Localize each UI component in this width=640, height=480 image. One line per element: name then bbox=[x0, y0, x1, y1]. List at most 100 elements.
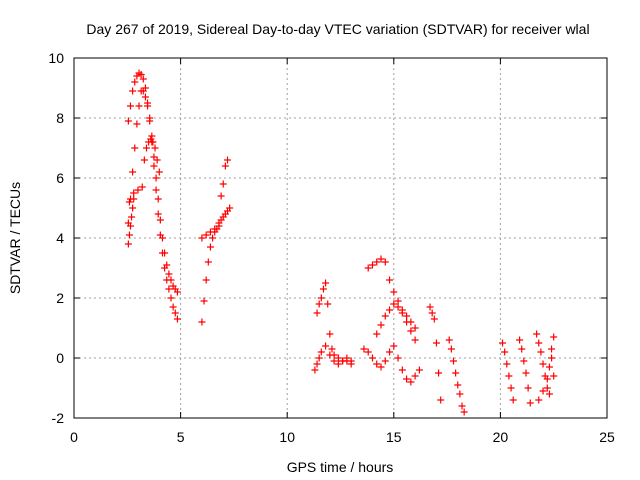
data-point bbox=[202, 276, 210, 284]
data-point bbox=[165, 285, 173, 293]
data-point bbox=[539, 387, 547, 395]
data-point bbox=[415, 366, 423, 374]
data-point bbox=[134, 186, 142, 194]
data-point bbox=[156, 216, 164, 224]
data-point bbox=[522, 369, 530, 377]
data-point bbox=[398, 309, 406, 317]
data-point bbox=[550, 333, 558, 341]
data-point bbox=[139, 75, 147, 83]
data-point bbox=[432, 339, 440, 347]
data-point bbox=[129, 204, 137, 212]
y-tick-label: 4 bbox=[56, 230, 64, 246]
data-point bbox=[505, 372, 513, 380]
data-point bbox=[403, 375, 411, 383]
data-point bbox=[167, 276, 175, 284]
data-point bbox=[124, 117, 132, 125]
y-tick-label: 8 bbox=[56, 110, 64, 126]
data-point bbox=[403, 318, 411, 326]
data-point bbox=[373, 330, 381, 338]
data-point bbox=[394, 303, 402, 311]
data-point bbox=[411, 372, 419, 380]
data-point bbox=[545, 390, 553, 398]
x-tick-label: 20 bbox=[493, 429, 509, 445]
data-point bbox=[133, 120, 141, 128]
data-point bbox=[144, 102, 152, 110]
data-point bbox=[152, 186, 160, 194]
data-point bbox=[343, 354, 351, 362]
data-point bbox=[173, 288, 181, 296]
data-point bbox=[152, 174, 160, 182]
data-point bbox=[390, 300, 398, 308]
data-point bbox=[394, 297, 402, 305]
data-point bbox=[334, 354, 342, 362]
data-point bbox=[394, 354, 402, 362]
x-tick-label: 0 bbox=[70, 429, 78, 445]
data-point bbox=[137, 71, 145, 78]
data-point bbox=[368, 354, 376, 362]
data-point bbox=[339, 357, 347, 365]
data-point bbox=[131, 78, 139, 86]
data-point bbox=[198, 234, 206, 242]
data-point bbox=[526, 399, 534, 407]
data-point bbox=[221, 162, 229, 170]
data-point bbox=[135, 102, 143, 110]
data-point bbox=[518, 345, 526, 353]
data-point bbox=[548, 354, 556, 362]
data-point bbox=[454, 381, 462, 389]
data-point bbox=[535, 396, 543, 404]
data-point bbox=[435, 369, 443, 377]
data-point bbox=[217, 192, 225, 200]
data-point bbox=[430, 315, 438, 323]
data-point bbox=[411, 324, 419, 332]
data-point bbox=[403, 312, 411, 320]
data-point bbox=[130, 189, 138, 197]
data-point bbox=[543, 375, 551, 383]
data-points bbox=[124, 69, 558, 416]
x-axis-label: GPS time / hours bbox=[287, 459, 394, 475]
data-point bbox=[322, 342, 330, 350]
data-point bbox=[171, 309, 179, 317]
data-point bbox=[224, 156, 232, 164]
data-point bbox=[202, 231, 210, 239]
data-point bbox=[167, 294, 175, 302]
data-point bbox=[317, 348, 325, 356]
data-point bbox=[390, 288, 398, 296]
data-point bbox=[198, 318, 206, 326]
data-point bbox=[206, 228, 214, 236]
data-point bbox=[128, 213, 136, 221]
data-point bbox=[315, 354, 323, 362]
data-point bbox=[449, 357, 457, 365]
data-point bbox=[151, 144, 159, 152]
data-point bbox=[520, 357, 528, 365]
data-point bbox=[155, 168, 163, 176]
data-point bbox=[315, 300, 323, 308]
data-point bbox=[373, 258, 381, 266]
data-point bbox=[368, 261, 376, 269]
data-point bbox=[501, 348, 509, 356]
data-point bbox=[447, 345, 455, 353]
x-tick-label: 10 bbox=[279, 429, 295, 445]
data-point bbox=[206, 243, 214, 251]
data-point bbox=[148, 132, 156, 140]
data-point bbox=[149, 138, 157, 146]
data-point bbox=[543, 384, 551, 392]
data-point bbox=[411, 336, 419, 344]
data-point bbox=[219, 180, 227, 188]
data-point bbox=[445, 336, 453, 344]
data-point bbox=[313, 309, 321, 317]
data-point bbox=[130, 195, 138, 203]
data-point bbox=[509, 396, 517, 404]
data-point bbox=[322, 279, 330, 287]
x-tick-label: 15 bbox=[386, 429, 402, 445]
data-point bbox=[407, 378, 415, 386]
data-point bbox=[386, 306, 394, 314]
data-point bbox=[150, 162, 158, 170]
data-point bbox=[381, 258, 389, 266]
data-point bbox=[131, 144, 139, 152]
data-point bbox=[226, 204, 234, 212]
data-point bbox=[129, 168, 137, 176]
data-point bbox=[386, 276, 394, 284]
data-point bbox=[165, 270, 173, 278]
data-point bbox=[347, 357, 355, 365]
data-point bbox=[458, 402, 466, 410]
